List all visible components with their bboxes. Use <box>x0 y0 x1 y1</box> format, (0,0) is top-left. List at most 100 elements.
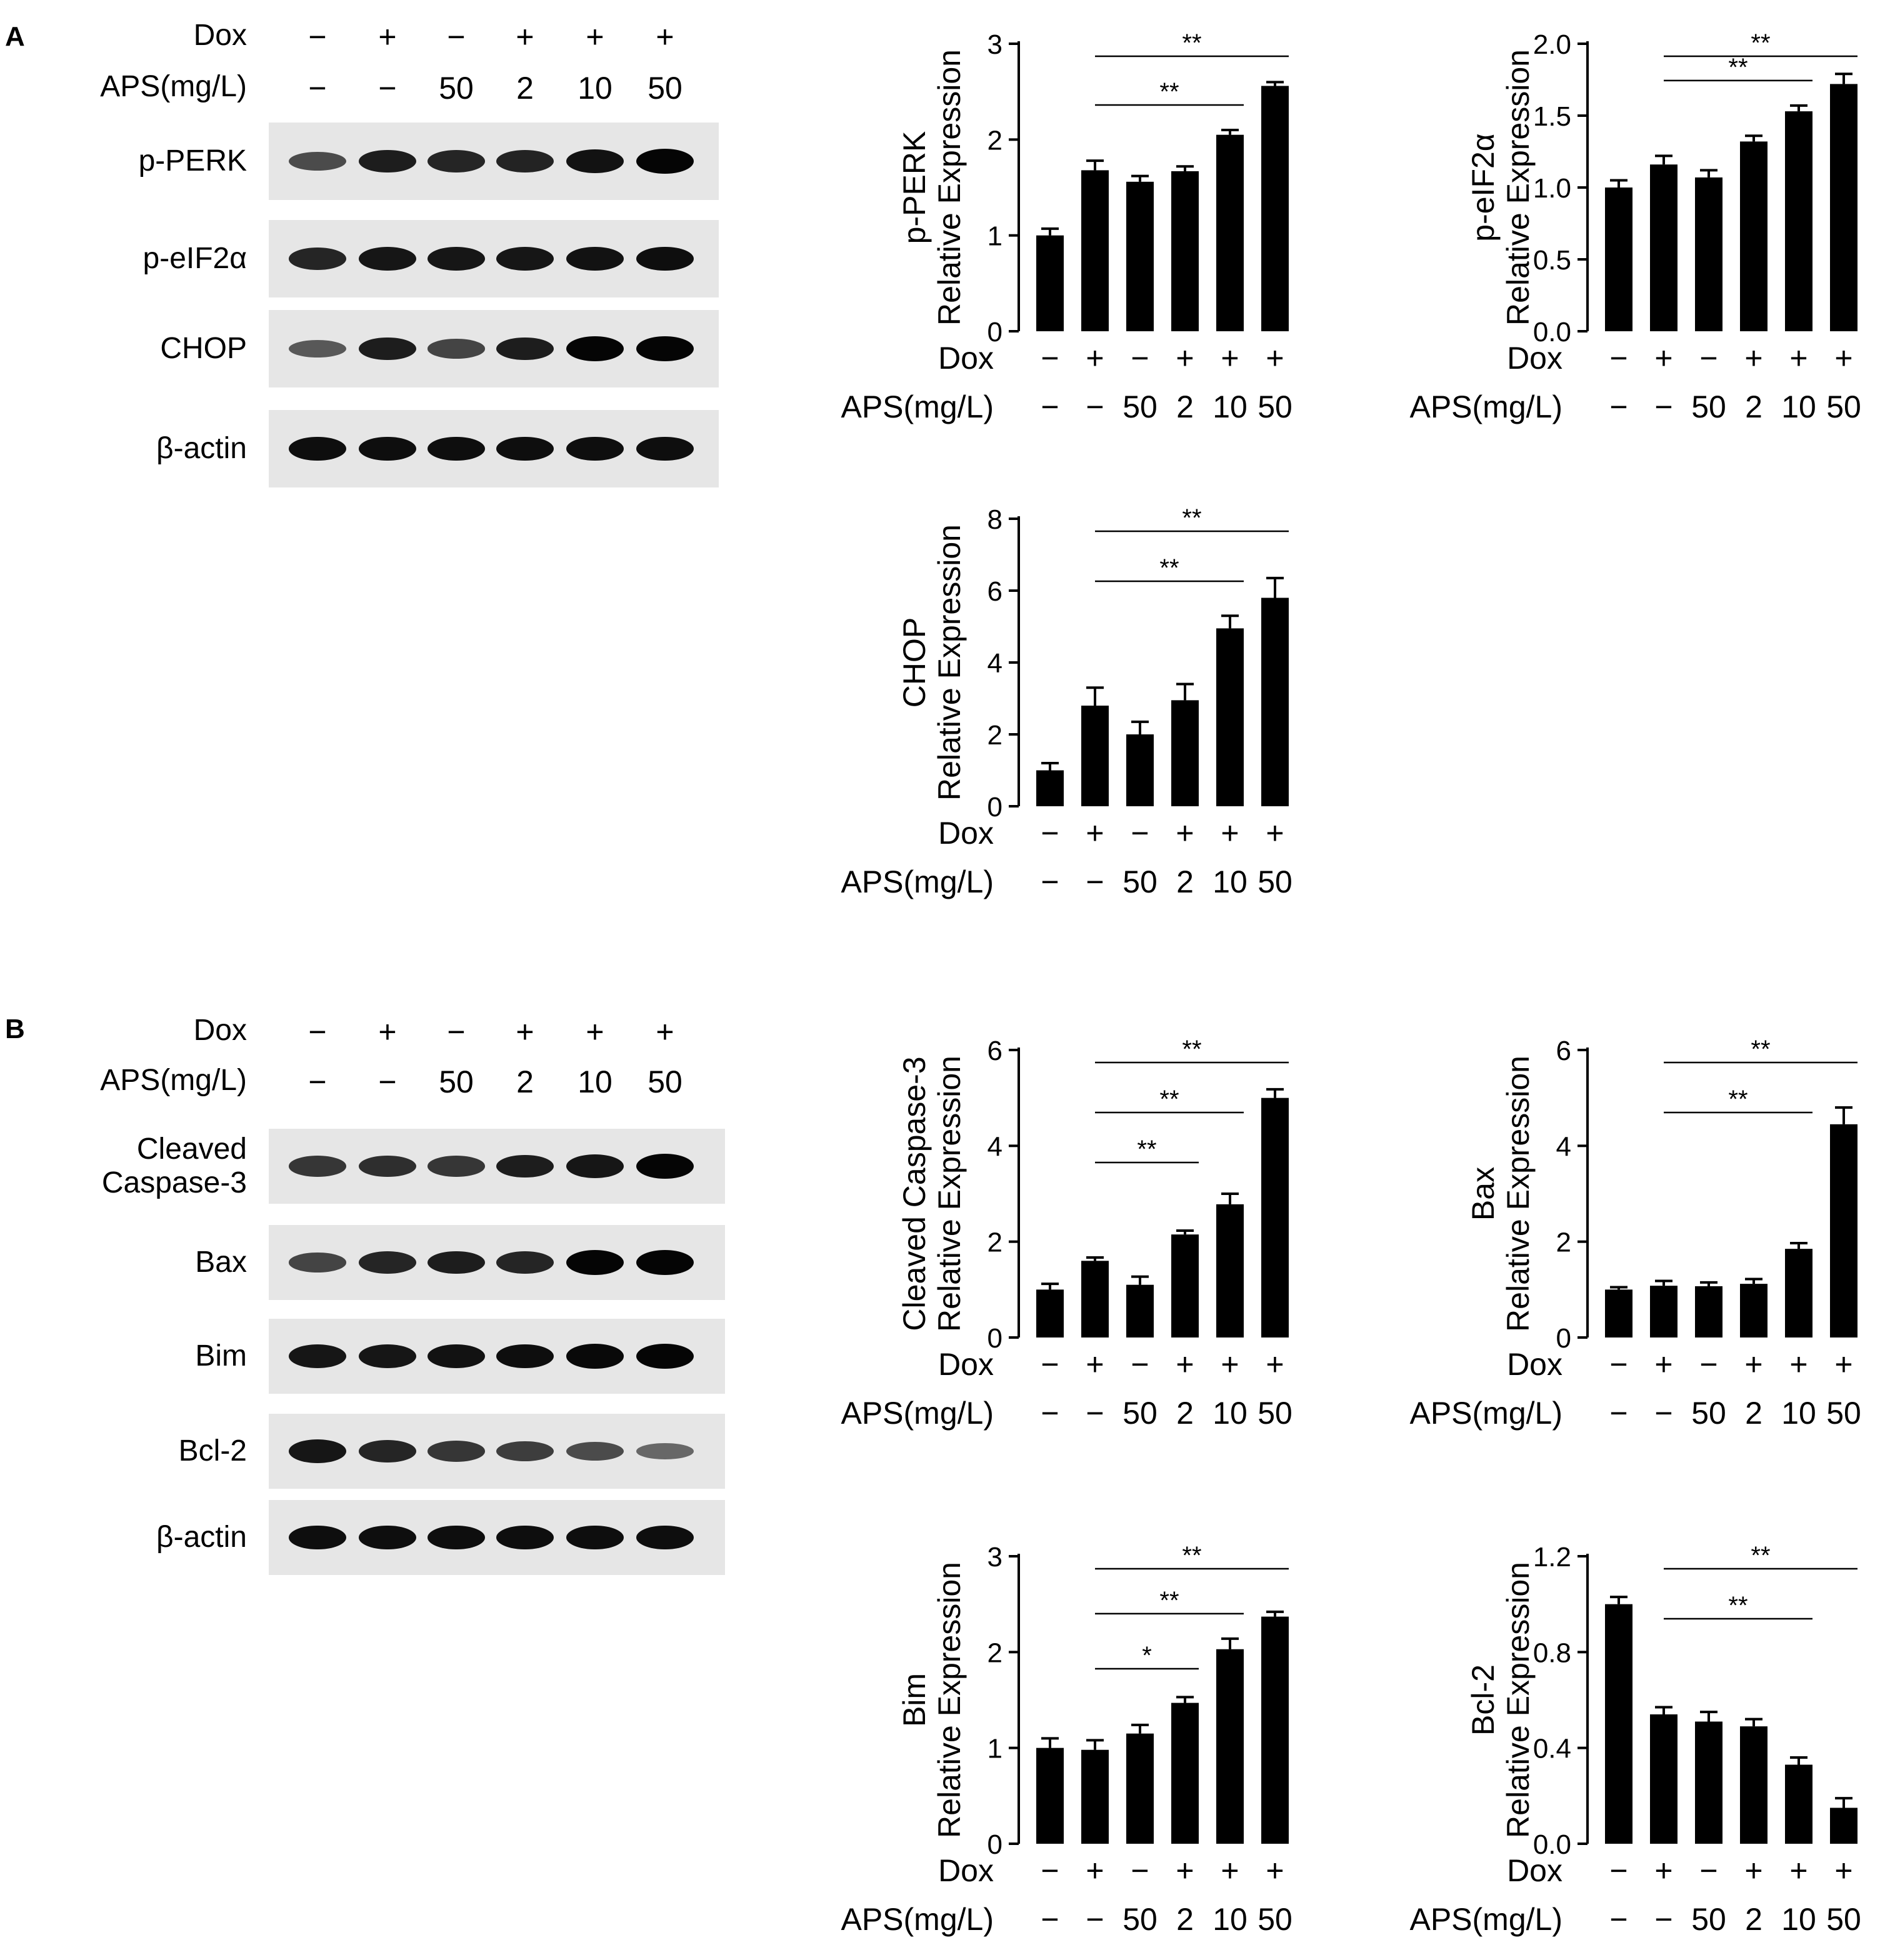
y-axis-label: p-eIF2α <box>1466 133 1501 241</box>
x-condition-value: − <box>1654 389 1672 424</box>
blot-strip <box>269 1414 725 1489</box>
x-condition-value: − <box>1041 389 1059 424</box>
blot-band <box>359 1251 416 1274</box>
x-condition-value: 10 <box>1212 1396 1248 1431</box>
y-tick-label: 0.5 <box>1533 245 1571 276</box>
x-condition-label: APS(mg/L) <box>841 1902 994 1937</box>
x-condition-value: − <box>1609 1853 1628 1888</box>
x-condition-value: 50 <box>1258 389 1292 424</box>
significance-label: ** <box>1159 554 1179 582</box>
blot-band <box>289 151 346 171</box>
x-condition-value: 10 <box>1212 1902 1248 1937</box>
condition-value: − <box>378 71 397 106</box>
x-condition-value: − <box>1041 1853 1059 1888</box>
condition-label: APS(mg/L) <box>100 1064 247 1097</box>
condition-label: Dox <box>193 19 247 52</box>
bar <box>1036 1748 1064 1844</box>
blot-band <box>428 247 485 271</box>
chart-bcl-2: 0.0 0.4 0.8 1.2 Bcl-2 Relative Expression ****… <box>1409 1542 1861 1937</box>
x-condition-label: Dox <box>938 1347 994 1382</box>
condition-value: 10 <box>578 1064 612 1099</box>
blot-band <box>566 436 624 461</box>
x-condition-value: − <box>1041 1347 1059 1382</box>
x-condition-value: 50 <box>1691 389 1726 424</box>
blot-band <box>636 1154 694 1179</box>
blot-row-label: Bcl-2 <box>178 1434 247 1468</box>
blot-band <box>566 1250 624 1275</box>
y-tick-label: 0.8 <box>1533 1638 1571 1668</box>
blot-band <box>289 1252 346 1272</box>
blot-band <box>496 1251 554 1274</box>
x-condition-value: 2 <box>1745 389 1762 424</box>
blot-band <box>636 1525 694 1550</box>
blot-band <box>636 246 694 271</box>
y-tick-label: 6 <box>1556 1036 1571 1066</box>
significance-label: ** <box>1182 1542 1201 1569</box>
blot-band <box>636 336 694 361</box>
x-condition-value: + <box>1086 341 1104 376</box>
x-condition-value: 2 <box>1176 1902 1194 1937</box>
condition-value: 50 <box>439 1064 474 1099</box>
bar <box>1650 1286 1678 1338</box>
x-condition-value: + <box>1176 1347 1194 1382</box>
y-axis-label: Bcl-2 <box>1466 1664 1501 1736</box>
x-condition-value: + <box>1834 341 1852 376</box>
bar <box>1785 1764 1812 1844</box>
x-condition-label: Dox <box>938 1853 994 1888</box>
x-condition-value: 2 <box>1745 1902 1762 1937</box>
blot-band <box>359 436 416 461</box>
y-tick-label: 0 <box>1556 1323 1571 1354</box>
y-axis-label: Cleaved Caspase-3 <box>897 1056 932 1331</box>
y-tick-label: 0.4 <box>1533 1734 1571 1764</box>
significance-label: ** <box>1182 1036 1201 1063</box>
condition-value: + <box>586 1014 604 1049</box>
x-condition-value: 2 <box>1176 1396 1194 1431</box>
y-tick-label: 4 <box>1556 1131 1571 1162</box>
bar <box>1081 706 1109 806</box>
panel-letter-a: A <box>5 21 25 52</box>
x-condition-value: − <box>1086 1902 1104 1937</box>
blot-row-label: CHOP <box>160 332 247 365</box>
x-condition-value: − <box>1131 816 1149 851</box>
x-condition-value: − <box>1699 1347 1718 1382</box>
y-tick-label: 3 <box>988 29 1002 60</box>
x-condition-value: − <box>1131 1853 1149 1888</box>
bar <box>1126 1733 1154 1844</box>
x-condition-value: − <box>1086 389 1104 424</box>
bar <box>1261 1616 1289 1844</box>
y-tick-label: 1 <box>988 221 1002 252</box>
bar <box>1036 770 1064 806</box>
bar <box>1605 1289 1632 1338</box>
blot-band <box>496 1441 554 1462</box>
y-tick-label: 4 <box>988 1131 1002 1162</box>
condition-value: + <box>378 19 397 54</box>
y-axis-label: Bim <box>897 1673 932 1727</box>
x-condition-value: − <box>1041 864 1059 899</box>
x-condition-value: 50 <box>1691 1396 1726 1431</box>
blot-strip <box>269 122 719 200</box>
y-tick-label: 1 <box>988 1734 1002 1764</box>
x-condition-value: + <box>1654 1347 1672 1382</box>
blot-band <box>359 247 416 271</box>
blot-strip <box>269 410 719 488</box>
bar <box>1171 1702 1199 1844</box>
x-condition-value: + <box>1086 1347 1104 1382</box>
blot-band <box>428 1156 485 1177</box>
x-condition-value: + <box>1266 1347 1284 1382</box>
x-condition-value: + <box>1221 1347 1239 1382</box>
significance-label: ** <box>1728 1592 1748 1619</box>
x-condition-value: 2 <box>1745 1396 1762 1431</box>
condition-value: − <box>308 19 327 54</box>
bar <box>1695 1286 1722 1338</box>
bar <box>1650 1714 1678 1844</box>
x-condition-value: − <box>1654 1902 1672 1937</box>
x-condition-value: − <box>1041 816 1059 851</box>
x-condition-value: − <box>1609 389 1628 424</box>
y-axis-label: Relative Expression <box>1501 1562 1536 1838</box>
blot-band <box>566 149 624 174</box>
blot-band <box>428 1344 485 1369</box>
x-condition-value: − <box>1609 1396 1628 1431</box>
condition-value: + <box>586 19 604 54</box>
blot-row-label: Bax <box>195 1246 247 1279</box>
